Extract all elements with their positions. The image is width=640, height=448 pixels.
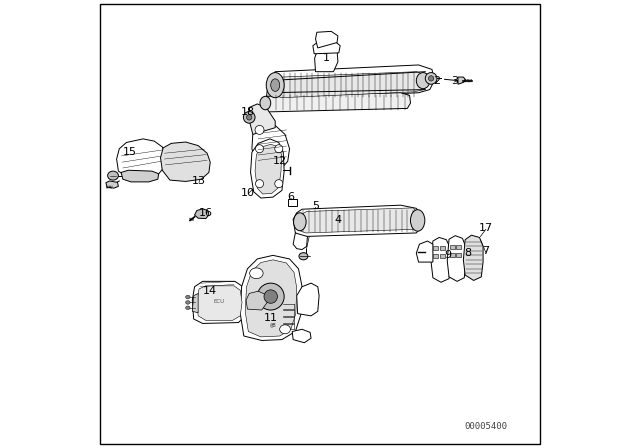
Ellipse shape [425, 73, 437, 84]
Polygon shape [255, 144, 282, 194]
Ellipse shape [264, 290, 278, 303]
Polygon shape [251, 139, 284, 198]
Polygon shape [197, 286, 242, 320]
Text: 18: 18 [241, 107, 255, 117]
Ellipse shape [250, 268, 263, 279]
Text: 8: 8 [464, 248, 472, 258]
Polygon shape [278, 72, 428, 98]
Ellipse shape [186, 295, 190, 299]
Polygon shape [313, 41, 340, 54]
Text: 14: 14 [203, 286, 218, 296]
Polygon shape [246, 291, 267, 310]
Text: 10: 10 [241, 188, 255, 198]
Ellipse shape [255, 125, 264, 134]
Polygon shape [292, 329, 311, 343]
Ellipse shape [243, 112, 255, 123]
Text: @B: @B [269, 322, 276, 327]
Ellipse shape [275, 145, 283, 153]
Ellipse shape [271, 79, 280, 91]
Ellipse shape [410, 210, 425, 231]
Polygon shape [192, 293, 198, 313]
Polygon shape [261, 93, 410, 112]
Text: 13: 13 [192, 177, 206, 186]
Ellipse shape [275, 180, 283, 188]
Polygon shape [293, 233, 307, 250]
Polygon shape [106, 181, 118, 188]
Text: 3: 3 [451, 76, 458, 86]
Text: ECU: ECU [214, 298, 225, 304]
Polygon shape [297, 283, 319, 316]
Text: 00005400: 00005400 [464, 422, 508, 431]
Polygon shape [458, 77, 466, 84]
Polygon shape [431, 237, 451, 282]
Ellipse shape [255, 145, 264, 153]
Bar [450, 253, 455, 257]
Polygon shape [315, 46, 338, 72]
Text: 12: 12 [273, 156, 287, 166]
Ellipse shape [299, 253, 308, 260]
Text: 2: 2 [433, 76, 440, 86]
Bar [440, 246, 445, 250]
Bar [450, 245, 455, 249]
Bar [433, 254, 438, 258]
Text: 15: 15 [123, 147, 136, 157]
Ellipse shape [266, 73, 284, 98]
Ellipse shape [186, 301, 190, 304]
Polygon shape [240, 255, 302, 340]
Polygon shape [463, 235, 483, 280]
Polygon shape [195, 209, 209, 219]
Ellipse shape [428, 76, 434, 81]
Text: 9: 9 [444, 250, 451, 260]
Polygon shape [298, 208, 418, 233]
Polygon shape [192, 281, 246, 323]
Polygon shape [266, 65, 435, 99]
Ellipse shape [280, 325, 291, 334]
Ellipse shape [108, 171, 118, 180]
Ellipse shape [246, 115, 252, 120]
Text: 6: 6 [287, 192, 294, 202]
Ellipse shape [294, 213, 306, 231]
Ellipse shape [255, 180, 264, 188]
Bar [440, 254, 445, 258]
Polygon shape [245, 260, 297, 337]
Polygon shape [288, 199, 297, 206]
Polygon shape [252, 125, 289, 168]
Bar [456, 245, 461, 249]
Polygon shape [293, 205, 422, 237]
Ellipse shape [416, 73, 430, 89]
Text: 4: 4 [334, 215, 342, 224]
Polygon shape [447, 236, 466, 281]
Bar [456, 253, 461, 257]
Polygon shape [116, 139, 165, 177]
Ellipse shape [260, 96, 271, 110]
Text: 1: 1 [323, 53, 330, 63]
Ellipse shape [257, 283, 284, 310]
Text: 11: 11 [264, 313, 278, 323]
Polygon shape [316, 31, 338, 48]
Ellipse shape [186, 306, 190, 310]
Polygon shape [417, 241, 433, 262]
Bar [433, 246, 438, 250]
Polygon shape [248, 104, 275, 134]
Polygon shape [161, 142, 210, 181]
Text: 17: 17 [479, 224, 493, 233]
Text: 5: 5 [312, 201, 319, 211]
Text: 7: 7 [482, 246, 490, 256]
Polygon shape [121, 170, 159, 182]
Text: 16: 16 [199, 208, 212, 218]
